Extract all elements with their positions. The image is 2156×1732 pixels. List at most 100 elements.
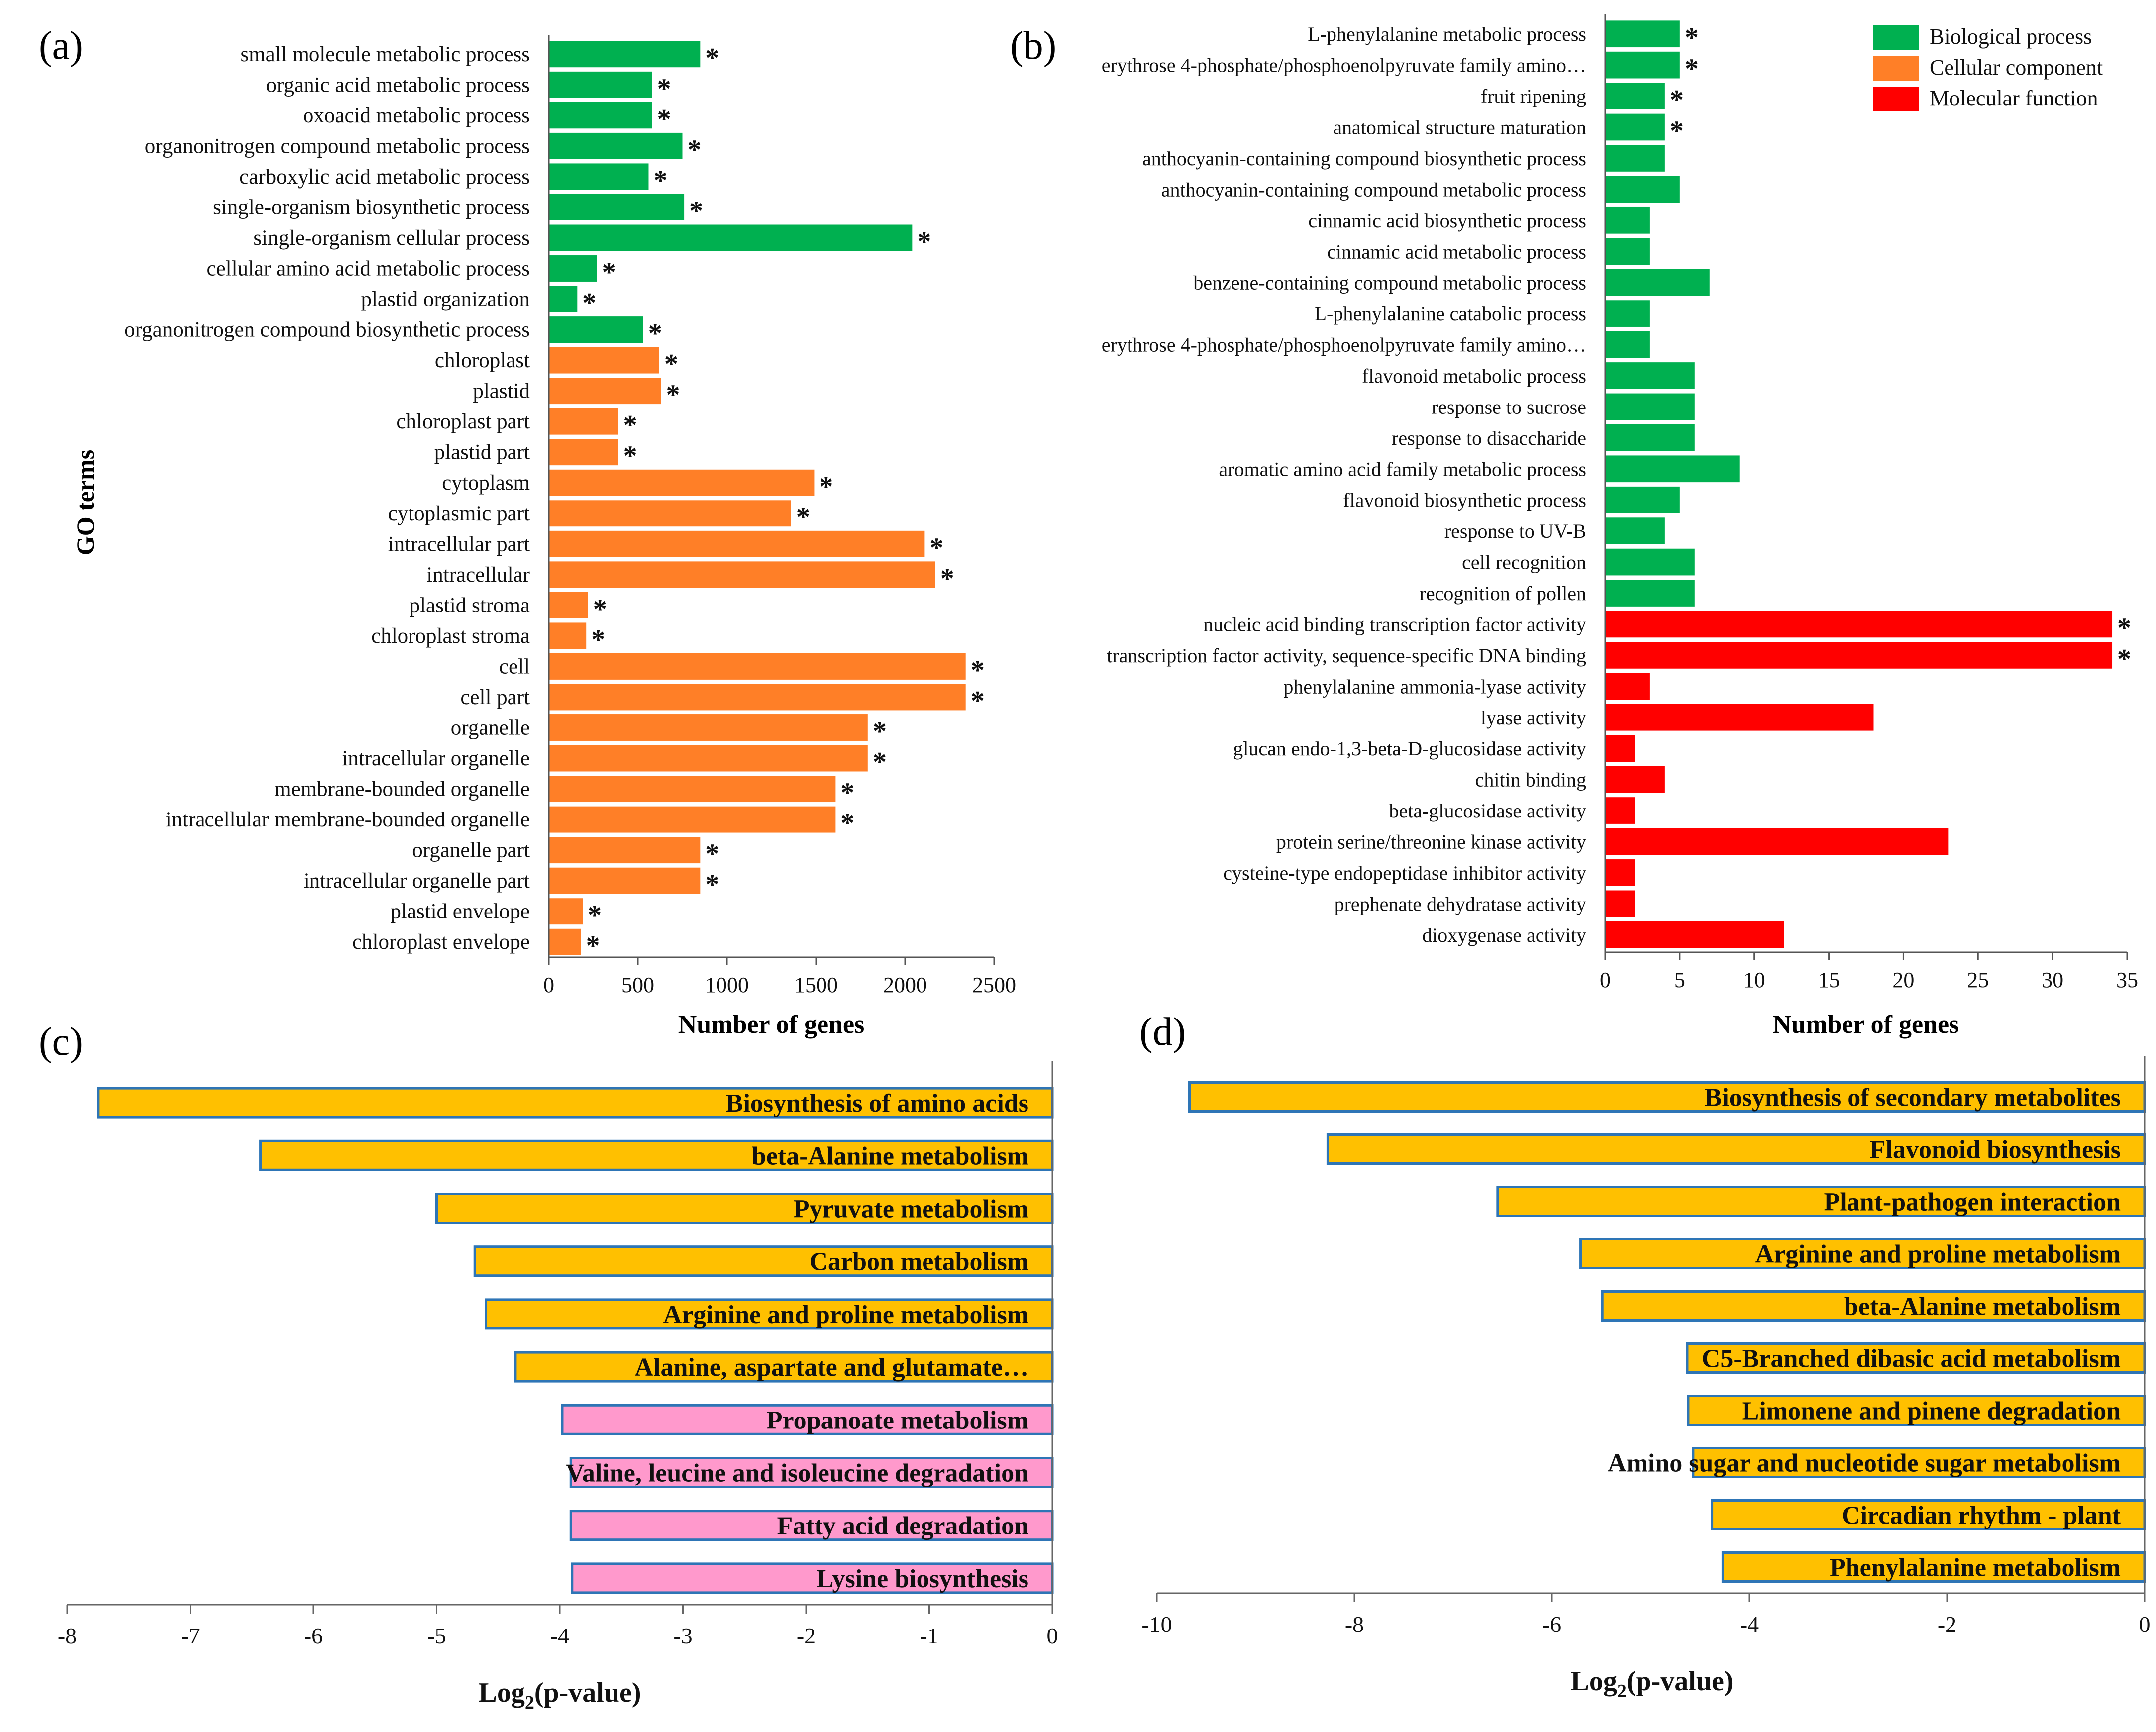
panel-d-x-tick-label: 0 xyxy=(2139,1612,2151,1637)
panel-a-category-label: intracellular xyxy=(426,563,530,587)
panel-a-category-label: membrane-bounded organelle xyxy=(274,778,530,801)
panel-a-label: (a) xyxy=(39,24,83,68)
panel-b-bar-13 xyxy=(1605,424,1695,451)
panel-a-category-label: carboxylic acid metabolic process xyxy=(239,165,530,189)
panel-c-x-tick-label: -8 xyxy=(58,1623,77,1648)
panel-b-category-label: anthocyanin-containing compound biosynth… xyxy=(1142,147,1586,170)
panel-b-bar-10 xyxy=(1605,331,1650,358)
panel-d-x-tick-label: -6 xyxy=(1542,1612,1561,1637)
panel-b-category-label: anatomical structure maturation xyxy=(1333,116,1586,139)
panel-c-pathway-label: Fatty acid degradation xyxy=(777,1512,1028,1540)
panel-a-significance-marker: * xyxy=(840,778,854,809)
panel-b-category-label: L-phenylalanine catabolic process xyxy=(1315,303,1586,325)
panel-b-bar-7 xyxy=(1605,238,1650,265)
panel-b-bar-17 xyxy=(1605,548,1695,576)
panel-b-bar-24 xyxy=(1605,766,1665,793)
panel-a-category-label: intracellular membrane-bounded organelle xyxy=(166,808,530,831)
panel-c-bar-4 xyxy=(485,1298,1054,1330)
panel-b-category-label: prephenate dehydratase activity xyxy=(1335,893,1586,915)
panel-b-bar-12 xyxy=(1605,393,1695,420)
panel-a-x-tick-label: 2000 xyxy=(883,973,927,997)
panel-c-pathway-label: Carbon metabolism xyxy=(809,1248,1028,1276)
panel-b-category-label: dioxygenase activity xyxy=(1422,924,1586,946)
panel-a-category-label: organonitrogen compound biosynthetic pro… xyxy=(124,318,530,342)
legend-swatch-1 xyxy=(1873,56,1919,81)
panel-b-category-label: nucleic acid binding transcription facto… xyxy=(1203,613,1586,635)
panel-a-bar-16 xyxy=(549,530,925,557)
panel-d-bar-7 xyxy=(1692,1447,2146,1478)
panel-c-x-tick-label: -1 xyxy=(920,1623,938,1648)
panel-a-significance-marker: * xyxy=(689,196,703,226)
panel-a-significance-marker: * xyxy=(586,930,600,961)
panel-a-x-tick-label: 500 xyxy=(621,973,654,997)
panel-c-label: (c) xyxy=(39,1020,83,1064)
panel-a-category-label: cellular amino acid metabolic process xyxy=(206,257,530,281)
panel-b-bar-11 xyxy=(1605,362,1695,389)
panel-a-bar-20 xyxy=(549,653,966,680)
panel-a-significance-marker: * xyxy=(588,900,602,931)
panel-a-category-label: plastid stroma xyxy=(410,594,530,617)
panel-b-label: (b) xyxy=(1010,24,1056,68)
panel-a-bar-22 xyxy=(549,714,868,741)
panel-a-category-label: intracellular organelle part xyxy=(304,869,530,893)
panel-b-category-label: flavonoid metabolic process xyxy=(1362,365,1586,387)
panel-a-bar-3 xyxy=(549,132,683,159)
panel-b-bar-22 xyxy=(1605,704,1874,731)
panel-b-x-tick-label: 0 xyxy=(1600,968,1611,992)
panel-a-category-label: chloroplast envelope xyxy=(352,930,530,954)
panel-a-significance-marker: * xyxy=(648,318,662,349)
panel-d-x-tick-label: -4 xyxy=(1740,1612,1759,1637)
panel-a-bar-15 xyxy=(549,500,791,527)
panel-a-bar-12 xyxy=(549,408,618,435)
panel-d-bar-1 xyxy=(1326,1133,2146,1165)
panel-d-pathway-label: Flavonoid biosynthesis xyxy=(1870,1136,2121,1164)
panel-b-x-tick-label: 35 xyxy=(2116,968,2138,992)
panel-a-bar-4 xyxy=(549,163,649,190)
panel-d-pathway-label: Biosynthesis of secondary metabolites xyxy=(1705,1084,2121,1112)
panel-d-pathway-label: Limonene and pinene degradation xyxy=(1742,1397,2121,1426)
panel-a-category-label: plastid envelope xyxy=(390,900,530,923)
panel-b-category-label: fruit ripening xyxy=(1481,85,1586,107)
panel-a-category-label: single-organism cellular process xyxy=(253,226,530,250)
panel-b-bar-16 xyxy=(1605,517,1665,544)
panel-a-category-label: small molecule metabolic process xyxy=(240,43,530,66)
panel-b-bar-28 xyxy=(1605,890,1635,917)
panel-b-category-label: flavonoid biosynthetic process xyxy=(1343,489,1586,511)
panel-d-chart: Biosynthesis of secondary metabolites Fla… xyxy=(1141,1056,2151,1702)
panel-a-category-label: chloroplast part xyxy=(396,410,530,433)
panel-a-x-tick-label: 1500 xyxy=(794,973,838,997)
panel-b-bar-19 xyxy=(1605,611,2113,638)
panel-a-bar-10 xyxy=(549,347,659,374)
panel-b-bar-15 xyxy=(1605,486,1680,513)
panel-a-significance-marker: * xyxy=(623,441,637,472)
panel-d-pathway-label: Circadian rhythm - plant xyxy=(1842,1502,2121,1530)
legend-label: Biological process xyxy=(1930,24,2092,49)
panel-d-x-tick-label: -8 xyxy=(1345,1612,1364,1637)
panel-b-chart: L-phenylalanine metabolic process * erythr… xyxy=(1102,14,2138,992)
panel-d-label: (d) xyxy=(1139,1010,1186,1054)
panel-d-xlabel: Log2(p-value) xyxy=(1570,1666,1733,1702)
panel-c-x-tick-label: -5 xyxy=(427,1623,446,1648)
panel-a-significance-marker: * xyxy=(688,134,702,165)
panel-c-x-tick-label: -4 xyxy=(550,1623,569,1648)
panel-a-category-label: organelle xyxy=(451,716,530,740)
panel-c-bar-5 xyxy=(514,1351,1054,1383)
panel-d-pathway-label: Arginine and proline metabolism xyxy=(1755,1240,2121,1269)
panel-b-significance-marker: * xyxy=(1670,116,1684,147)
panel-b-bar-26 xyxy=(1605,828,1949,855)
panel-a-bar-9 xyxy=(549,316,643,343)
panel-c-pathway-label: Biosynthesis of amino acids xyxy=(726,1089,1028,1118)
panel-b-x-tick-label: 20 xyxy=(1892,968,1914,992)
panel-a-bar-8 xyxy=(549,286,578,312)
panel-a-significance-marker: * xyxy=(653,165,667,196)
panel-b-x-tick-label: 25 xyxy=(1967,968,1989,992)
panel-b-bar-29 xyxy=(1605,921,1784,948)
panel-a-bar-18 xyxy=(549,592,588,618)
panel-b-bar-18 xyxy=(1605,580,1695,607)
panel-a-significance-marker: * xyxy=(929,532,943,563)
panel-a-category-label: cytoplasm xyxy=(442,471,530,495)
panel-b-category-label: chitin binding xyxy=(1475,769,1586,791)
panel-a-significance-marker: * xyxy=(796,502,810,533)
panel-b-category-label: anthocyanin-containing compound metaboli… xyxy=(1161,178,1586,201)
panel-a-significance-marker: * xyxy=(971,655,985,686)
